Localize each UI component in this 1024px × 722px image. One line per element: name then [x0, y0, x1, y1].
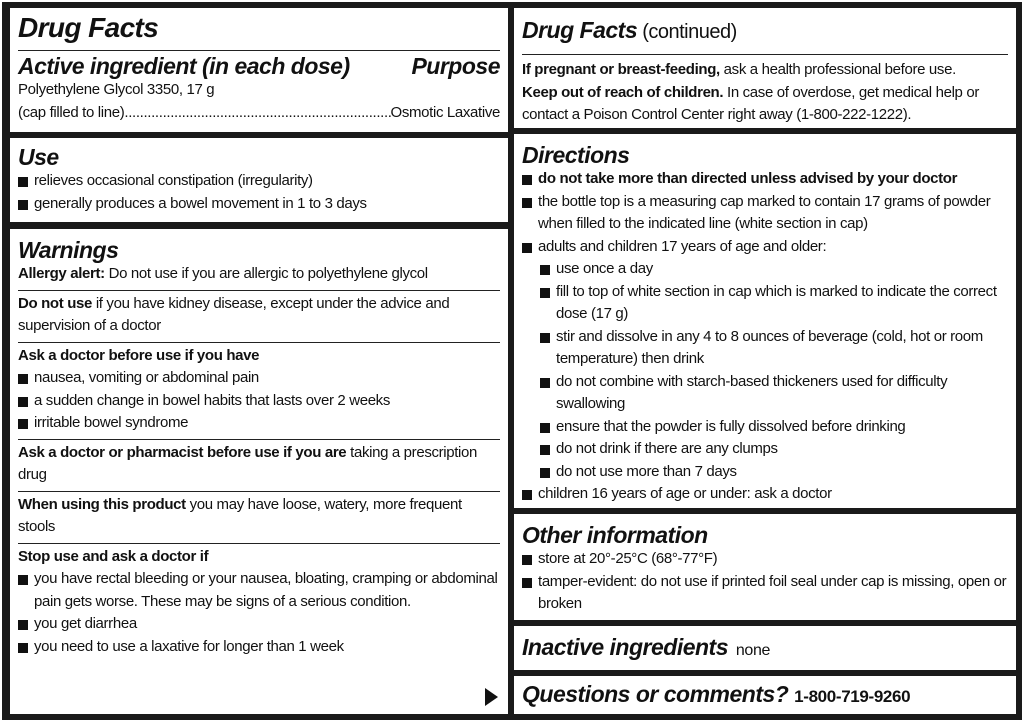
questions-phone: 1-800-719-9260 — [794, 687, 911, 706]
list-item: a sudden change in bowel habits that las… — [18, 390, 500, 413]
continued-suffix: (continued) — [637, 21, 737, 43]
list-item: generally produces a bowel movement in 1… — [18, 193, 500, 216]
title: Drug Facts — [18, 12, 159, 43]
directions-panel: Directions do not take more than directe… — [514, 134, 1016, 508]
inactive-panel: Inactive ingredients none — [514, 626, 1016, 670]
use-heading: Use — [18, 144, 59, 170]
sub-list-item: use once a day — [522, 258, 1008, 281]
sub-list-item: do not drink if there are any clumps — [522, 438, 1008, 461]
children-warning: Keep out of reach of children. In case o… — [522, 83, 980, 124]
active-line1: Polyethylene Glycol 3350, 17 g — [18, 81, 215, 98]
divider — [18, 50, 500, 51]
list-item: children 16 years of age or under: ask a… — [522, 483, 1008, 506]
sub-list-item: ensure that the powder is fully dissolve… — [522, 416, 1008, 439]
purpose-heading: Purpose — [411, 53, 500, 79]
sub-list-item: do not combine with starch-based thicken… — [522, 371, 1008, 416]
leader-dots: ........................................… — [124, 103, 390, 121]
sub-list-item: do not use more than 7 days — [522, 461, 1008, 484]
ask-doctor: Ask a doctor before use if you have naus… — [18, 341, 500, 435]
allergy-alert: Allergy alert: Do not use if you are all… — [18, 265, 428, 282]
list-item: do not take more than directed unless ad… — [522, 168, 1008, 191]
list-item: the bottle top is a measuring cap marked… — [522, 191, 1008, 236]
warnings-panel: Warnings Allergy alert: Do not use if yo… — [10, 229, 508, 714]
list-item: adults and children 17 years of age and … — [522, 236, 1008, 259]
active-line2: (cap filled to line) — [18, 103, 125, 121]
continued-panel: Drug Facts (continued) If pregnant or br… — [514, 8, 1016, 128]
list-item: relieves occasional constipation (irregu… — [18, 170, 500, 193]
list-item: store at 20°-25°C (68°-77°F) — [522, 548, 1008, 571]
other-heading: Other information — [522, 522, 708, 548]
when-using: When using this product you may have loo… — [18, 490, 500, 539]
pregnancy-warning: If pregnant or breast-feeding, ask a hea… — [522, 61, 956, 78]
warnings-heading: Warnings — [18, 237, 119, 263]
continued-title: Drug Facts — [522, 17, 638, 43]
continue-arrow-icon — [485, 688, 498, 706]
list-item: you get diarrhea — [18, 613, 500, 636]
use-panel: Use relieves occasional constipation (ir… — [10, 138, 508, 222]
list-item: nausea, vomiting or abdominal pain — [18, 367, 500, 390]
inactive-heading: Inactive ingredients — [522, 634, 729, 660]
list-item: tamper-evident: do not use if printed fo… — [522, 571, 1008, 616]
ask-pharmacist: Ask a doctor or pharmacist before use if… — [18, 438, 500, 487]
list-item: you have rectal bleeding or your nausea,… — [18, 568, 500, 613]
directions-heading: Directions — [522, 142, 630, 168]
stop-use: Stop use and ask a doctor if you have re… — [18, 542, 500, 659]
questions-panel: Questions or comments? 1-800-719-9260 — [514, 676, 1016, 714]
active-heading: Active ingredient (in each dose) — [18, 53, 350, 79]
sub-list-item: fill to top of white section in cap whic… — [522, 281, 1008, 326]
divider — [522, 54, 1008, 55]
active-ingredient-panel: Drug Facts Active ingredient (in each do… — [10, 8, 508, 132]
list-item: irritable bowel syndrome — [18, 412, 500, 435]
purpose-value: Osmotic Laxative — [390, 103, 501, 121]
sub-list-item: stir and dissolve in any 4 to 8 ounces o… — [522, 326, 1008, 371]
inactive-value: none — [735, 642, 771, 659]
list-item: you need to use a laxative for longer th… — [18, 636, 500, 659]
do-not-use: Do not use if you have kidney disease, e… — [18, 289, 500, 338]
other-info-panel: Other information store at 20°-25°C (68°… — [514, 514, 1016, 620]
questions-heading: Questions or comments? — [522, 681, 789, 707]
